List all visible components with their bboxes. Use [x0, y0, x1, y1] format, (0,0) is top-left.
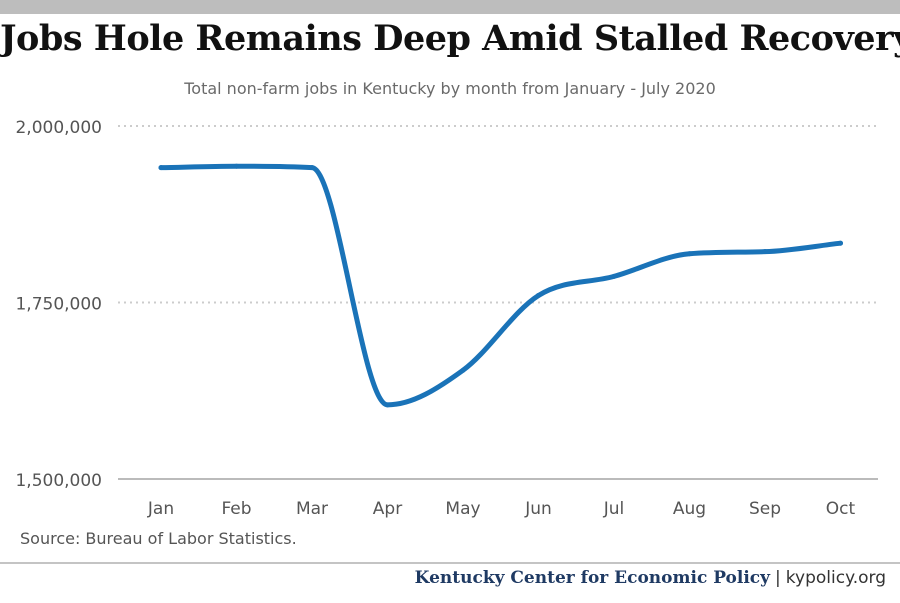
data-point	[762, 249, 768, 255]
y-tick-label: 1,500,000	[15, 471, 102, 491]
footer-divider	[0, 562, 900, 564]
data-point	[838, 240, 843, 246]
data-point	[234, 163, 239, 169]
x-tick-label: Sep	[749, 499, 781, 519]
x-tick-label: Oct	[826, 499, 856, 519]
x-tick-label: Aug	[673, 499, 706, 519]
top-accent-bar	[0, 0, 900, 14]
chart-subtitle: Total non-farm jobs in Kentucky by month…	[184, 79, 716, 98]
y-tick-label: 2,000,000	[15, 118, 102, 138]
x-tick-label: Jun	[524, 499, 552, 519]
x-tick-label: Feb	[221, 499, 251, 519]
x-tick-label: Jul	[603, 499, 625, 519]
source-note: Source: Bureau of Labor Statistics.	[20, 529, 297, 548]
data-point	[687, 251, 692, 257]
footer-url: kypolicy.org	[785, 568, 886, 588]
data-point	[611, 273, 617, 279]
x-tick-label: May	[445, 499, 480, 519]
data-point	[309, 165, 315, 171]
series-line	[158, 163, 843, 408]
data-point	[158, 165, 164, 171]
data-point	[460, 367, 466, 373]
footer-credit: Kentucky Center for Economic Policy | kypo…	[415, 568, 886, 588]
chart-title: Jobs Hole Remains Deep Amid Stalled Reco…	[0, 18, 900, 59]
x-tick-label: Jan	[147, 499, 174, 519]
y-tick-label: 1,750,000	[15, 295, 102, 315]
footer-separator: |	[775, 568, 781, 588]
data-point	[536, 292, 541, 298]
footer-org-name: Kentucky Center for Economic Policy	[414, 568, 771, 588]
x-tick-label: Mar	[296, 499, 328, 519]
x-tick-label: Apr	[373, 499, 402, 519]
data-point	[385, 402, 390, 408]
